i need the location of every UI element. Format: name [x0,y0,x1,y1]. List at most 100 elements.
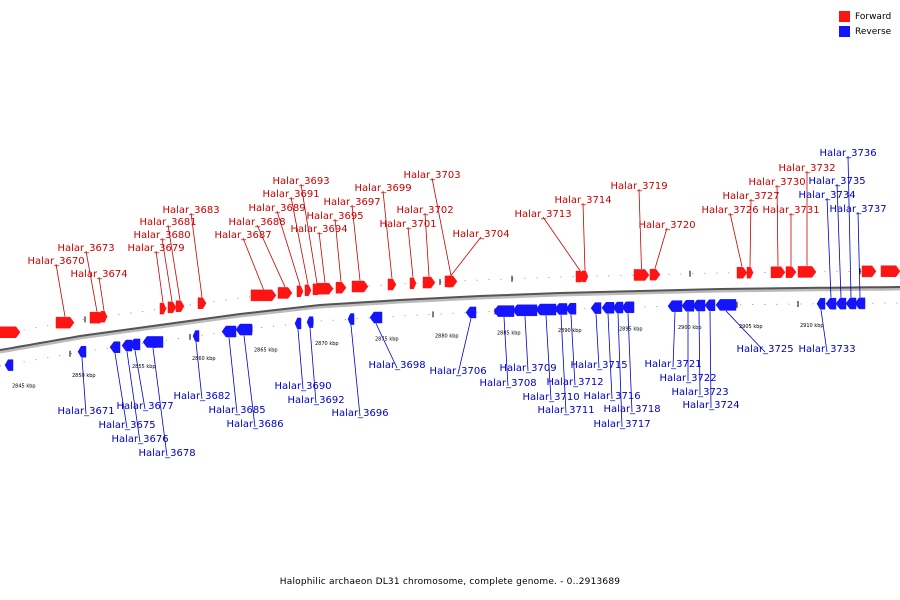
gene-arrow [612,301,624,314]
gene-leader-line [826,197,832,298]
gene-leader-line [431,177,452,276]
gene-arrow [77,345,87,358]
gene-leader-line [134,350,146,410]
gene-leader-line [243,335,256,428]
gene-leader-line [407,226,414,278]
gene-arrow [167,301,177,314]
gene-label: Halar_3692 [287,395,344,406]
gene-leader-line [242,237,264,290]
scale-tick-label: 2870 kbp [315,341,339,347]
gene-label: Halar_3675 [98,420,155,431]
gene-arrow [493,305,515,317]
gene-leader-line [545,315,552,401]
gene-leader-line [167,224,181,301]
gene-leader-line [382,190,393,279]
gene-label: Halar_3693 [272,176,329,187]
gene-label: Halar_3695 [306,211,363,222]
legend-reverse-label: Reverse [855,26,892,37]
gene-label: Halar_3730 [748,177,805,188]
gene-leader-line [276,210,301,286]
gene-leader-line [725,310,766,353]
gene-label: Halar_3690 [274,381,331,392]
gene-label: Halar_3674 [70,269,127,280]
gene-label: Halar_3714 [554,195,611,206]
gene-arrow [192,330,200,342]
gene-label: Halar_3732 [778,163,835,174]
gene-leader-line [776,184,779,267]
gene-label: Halar_3680 [133,230,190,241]
gene-label: Halar_3686 [226,419,283,430]
gene-label: Halar_3694 [290,224,347,235]
gene-label: Halar_3704 [452,229,509,240]
gene-arrow [715,299,737,311]
gene-leader-line [570,314,576,386]
scale-tick-label: 2855 kbp [132,364,156,370]
gene-arrow [387,278,397,291]
gene-arrow [55,316,75,329]
gene-label: Halar_3671 [57,406,114,417]
gene-arrow [151,336,157,348]
gene-label: Halar_3734 [798,190,855,201]
gene-label: Halar_3737 [829,204,886,215]
scale-tick-label: 2890 kbp [558,328,582,334]
gene-label: Halar_3683 [162,205,219,216]
gene-arrow [369,311,383,324]
gene-arrow [861,265,877,278]
gene-arrow [409,277,417,290]
gene-arrow [221,325,237,338]
gene-label: Halar_3713 [514,209,571,220]
gene-leader-line [161,237,173,302]
gene-arrow [235,323,253,336]
gene-label: Halar_3702 [396,205,453,216]
gene-arrow [845,297,857,310]
gene-leader-line [607,313,613,400]
gene-arrow [816,298,826,310]
gene-arrow [785,266,797,278]
gene-label: Halar_3720 [638,220,695,231]
gene-leader-line [582,202,586,271]
gene-leader-line [300,183,318,284]
gene-arrow [590,302,602,314]
gene-label: Halar_3676 [111,434,168,445]
gene-leader-line [457,318,472,375]
legend-forward-label: Forward [855,11,892,22]
scale-tick-label: 2865 kbp [254,348,278,354]
gene-label: Halar_3716 [583,391,640,402]
gene-arrow [633,269,650,281]
gene-label: Halar_3703 [403,170,460,181]
gene-arrow [621,301,635,314]
gene-label: Halar_3699 [354,183,411,194]
gene-arrow [581,270,589,283]
gene-label: Halar_3678 [138,448,195,459]
gene-label: Halar_3679 [127,243,184,254]
forward-swatch [839,11,850,22]
gene-leader-line [297,329,304,390]
gene-label: Halar_3736 [819,148,876,159]
gene-label: Halar_3682 [173,391,230,402]
gene-arrow [681,300,695,312]
gene-arrow [465,306,477,319]
gene-label: Halar_3724 [682,400,739,411]
chromosome-backbone [0,286,900,351]
gene-arrow [854,297,866,310]
gene-label: Halar_3677 [116,401,173,412]
gene-arrow [304,284,312,297]
gene-label: Halar_3712 [546,377,603,388]
gene-leader-line [857,211,861,298]
gene-leader-line [503,317,509,387]
gene-leader-line [334,218,342,282]
gene-leader-line [424,212,430,277]
gene-leader-line [654,227,668,269]
gene-arrow [197,297,207,309]
gene-arrow [250,289,277,302]
gene-label: Halar_3721 [644,359,701,370]
gene-arrow [316,282,334,295]
gene-arrow [770,266,786,279]
scale-tick-label: 2860 kbp [192,356,216,362]
gene-leader-line [627,313,633,413]
gene-leader-line [350,325,361,417]
gene-arrow [175,300,185,312]
gene-leader-line [709,311,712,409]
gene-arrow [159,302,167,315]
